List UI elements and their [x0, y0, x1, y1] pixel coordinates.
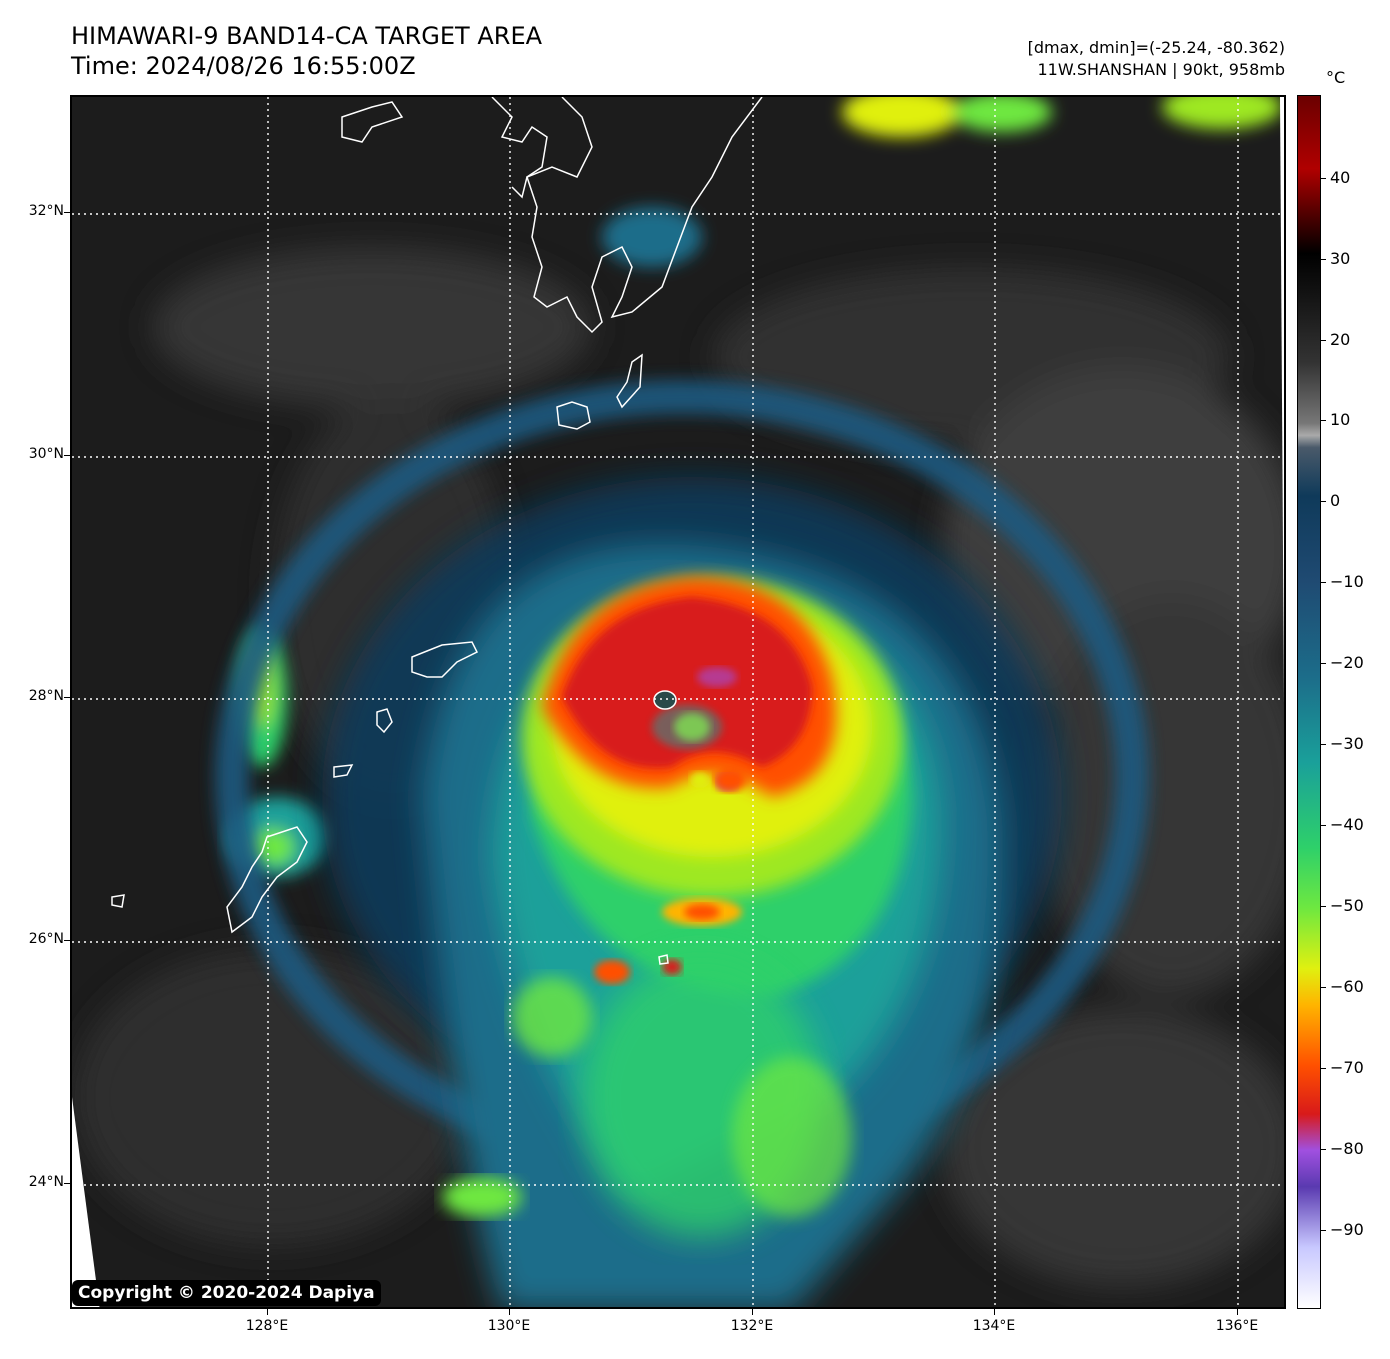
colorbar-label: 30: [1330, 249, 1351, 268]
colorbar-label: −90: [1330, 1220, 1364, 1239]
kyushu-east-coast: [526, 97, 763, 334]
lat-tick: [64, 455, 70, 456]
lon-tick: [1237, 1309, 1238, 1315]
colorbar-unit: °C: [1326, 68, 1346, 87]
lon-tick: [994, 1309, 995, 1315]
colorbar-label: 0: [1330, 491, 1341, 510]
no-data-edge-right: [1280, 97, 1284, 704]
lat-tick: [64, 697, 70, 698]
typhoon-cloud-shield: [215, 380, 1149, 1307]
dmax-dmin-readout: [dmax, dmin]=(-25.24, -80.362): [1027, 38, 1285, 57]
colorbar-label: −40: [1330, 815, 1364, 834]
colorbar-tick: [1321, 1068, 1326, 1069]
lat-label-32n: 32°N: [28, 203, 64, 219]
colorbar-label: −80: [1330, 1139, 1364, 1158]
colorbar-label: 10: [1330, 410, 1351, 429]
lat-label-24n: 24°N: [28, 1174, 64, 1190]
lon-label-128e: 128°E: [245, 1318, 289, 1334]
tanegashima: [616, 353, 643, 409]
background-clouds: [72, 247, 1284, 1287]
colorbar-label: 40: [1330, 168, 1351, 187]
colorbar-tick: [1321, 1230, 1326, 1231]
lat-label-28n: 28°N: [28, 688, 64, 704]
minami-daito: [658, 954, 669, 965]
northern-convection: [602, 97, 1282, 267]
colorbar-tick: [1321, 1149, 1326, 1150]
okinoerabu: [333, 764, 354, 778]
colorbar-tick: [1321, 663, 1326, 664]
kyushu-west-coast: [491, 97, 548, 199]
colorbar-tick: [1321, 501, 1326, 502]
nagasaki-islands: [341, 101, 404, 143]
colorbar-tick: [1321, 744, 1326, 745]
colorbar-label: 20: [1330, 330, 1351, 349]
lon-tick: [752, 1309, 753, 1315]
yakushima: [556, 401, 591, 430]
lat-tick: [64, 940, 70, 941]
lon-label-136e: 136°E: [1215, 1318, 1259, 1334]
colorbar-tick: [1321, 825, 1326, 826]
lon-label-132e: 132°E: [730, 1318, 774, 1334]
colorbar-label: −30: [1330, 734, 1364, 753]
coastlines: [111, 97, 763, 965]
colorbar-tick: [1321, 582, 1326, 583]
colorbar-tick: [1321, 178, 1326, 179]
colorbar-label: −10: [1330, 572, 1364, 591]
colorbar-tick: [1321, 340, 1326, 341]
kume-island: [111, 894, 125, 908]
colorbar-tick: [1321, 420, 1326, 421]
colorbar-label: −50: [1330, 896, 1364, 915]
graticule: [72, 97, 1284, 1307]
colorbar-label: −70: [1330, 1058, 1364, 1077]
storm-info: 11W.SHANSHAN | 90kt, 958mb: [1037, 60, 1285, 79]
lat-label-30n: 30°N: [28, 446, 64, 462]
lat-label-26n: 26°N: [28, 931, 64, 947]
satellite-image: [70, 95, 1286, 1309]
colorbar-tick: [1321, 259, 1326, 260]
colorbar-tick: [1321, 906, 1326, 907]
satellite-imagery-svg: [72, 97, 1284, 1307]
amami-oshima: [411, 641, 479, 678]
lon-tick: [509, 1309, 510, 1315]
lon-label-130e: 130°E: [487, 1318, 531, 1334]
lon-label-134e: 134°E: [972, 1318, 1016, 1334]
lon-tick: [267, 1309, 268, 1315]
okinawa-main-island: [226, 826, 308, 934]
colorbar-label: −60: [1330, 977, 1364, 996]
colorbar-label: −20: [1330, 653, 1364, 672]
tokunoshima: [376, 708, 393, 734]
copyright-badge: Copyright © 2020-2024 Dapiya: [72, 1280, 381, 1306]
colorbar: [1297, 95, 1321, 1309]
colorbar-tick: [1321, 987, 1326, 988]
lat-tick: [64, 212, 70, 213]
lat-tick: [64, 1183, 70, 1184]
map-title: HIMAWARI-9 BAND14-CA TARGET AREA: [71, 22, 543, 50]
typhoon-eye: [653, 690, 677, 710]
timestamp: Time: 2024/08/26 16:55:00Z: [71, 52, 416, 80]
